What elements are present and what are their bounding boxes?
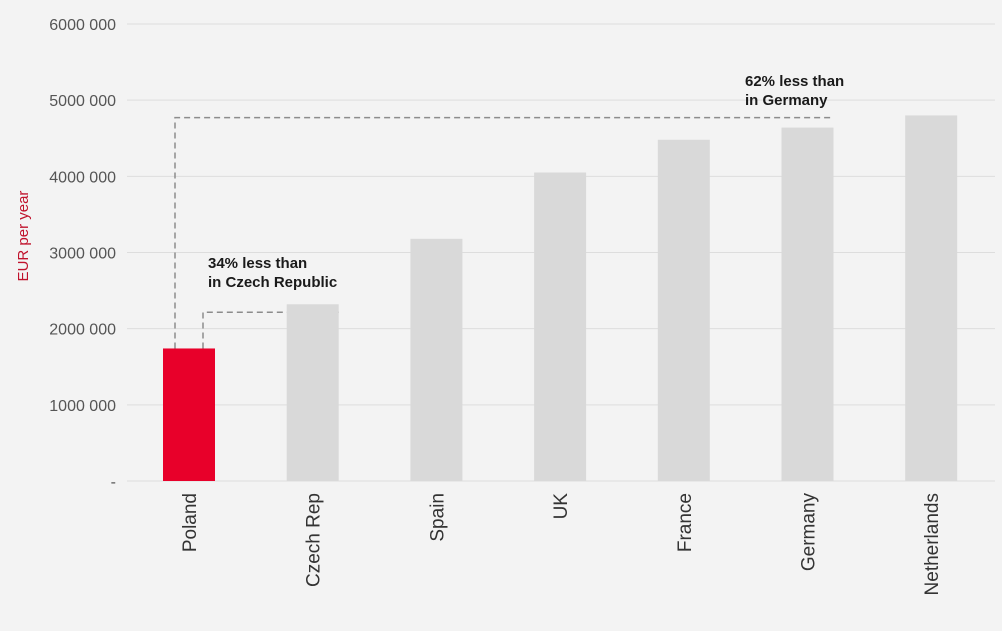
y-axis-ticks: - 1000 000 2000 000 3000 000 4000 000 5000 00… [49, 17, 116, 491]
bar-poland [163, 348, 215, 481]
y-tick-label: 1000 000 [49, 398, 116, 415]
bar-netherlands [905, 115, 958, 482]
category-label-poland: Poland [180, 493, 201, 552]
annotations: 34% less than in Czech Republic 62% less t… [208, 73, 844, 291]
annotation-czech-rep-line-1: 34% less than [208, 255, 307, 272]
y-tick-label: 4000 000 [49, 169, 116, 186]
bar-germany [781, 127, 834, 481]
y-tick-label: 3000 000 [49, 246, 116, 263]
leader-lines [174, 116, 834, 349]
bar-france [657, 139, 710, 482]
y-tick-label: 2000 000 [49, 322, 116, 339]
category-labels: Poland Czech Rep Spain UK France Germany Nethe… [180, 493, 943, 596]
annotation-germany-line-1: 62% less than [745, 73, 844, 90]
annotation-germany-line-2: in Germany [745, 92, 828, 109]
category-label-netherlands: Netherlands [922, 493, 943, 595]
y-tick-label: 5000 000 [49, 93, 116, 110]
y-tick-label: 6000 000 [49, 17, 116, 34]
y-axis-label: EUR per year [15, 191, 32, 282]
category-label-czech-rep: Czech Rep [304, 493, 325, 587]
annotation-czech-rep-line-2: in Czech Republic [208, 274, 337, 291]
leader-line-germany [174, 116, 834, 349]
category-label-spain: Spain [427, 493, 448, 542]
category-label-germany: Germany [799, 493, 820, 572]
bar-czech-rep [286, 304, 339, 481]
category-label-uk: UK [551, 493, 572, 520]
leader-line-czech-rep [202, 311, 339, 349]
category-label-france: France [675, 493, 696, 552]
bar-spain [410, 238, 463, 481]
bar-uk [534, 172, 587, 481]
bars [163, 115, 958, 482]
y-tick-label: - [111, 474, 116, 491]
